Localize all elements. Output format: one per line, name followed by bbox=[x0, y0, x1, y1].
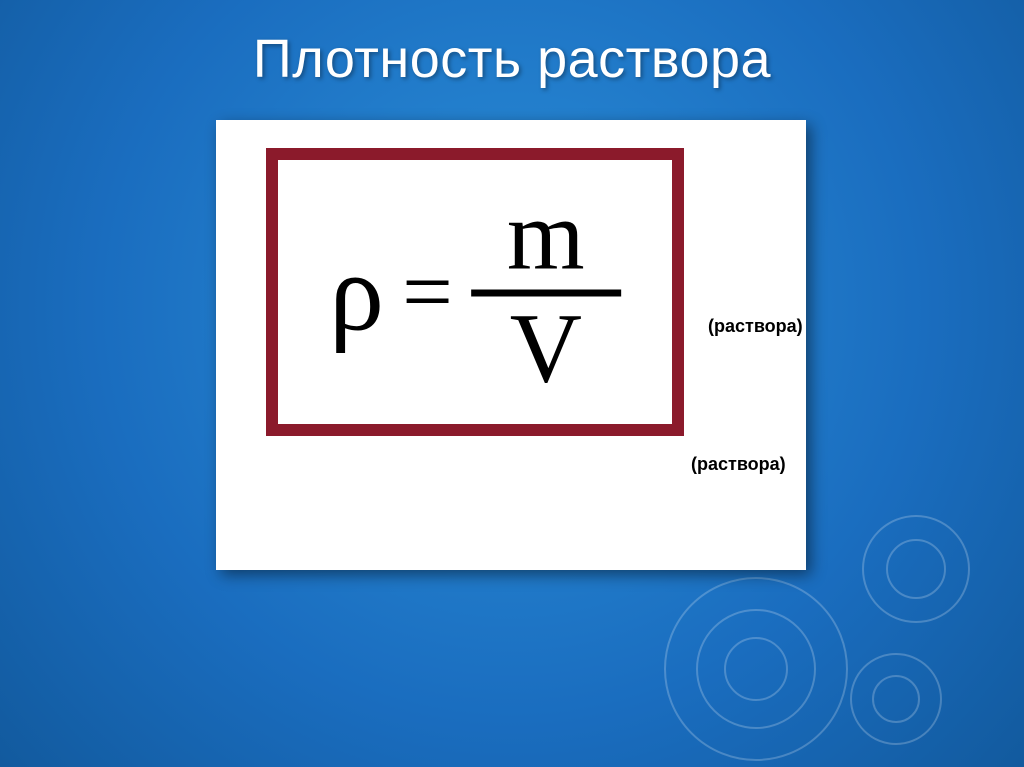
slide-title: Плотность раствора bbox=[0, 28, 1024, 90]
numerator-annotation: (раствора) bbox=[708, 316, 803, 337]
formula-frame: ρ = m V bbox=[266, 148, 684, 436]
numerator: m bbox=[497, 186, 595, 290]
denominator-annotation: (раствора) bbox=[691, 454, 786, 475]
ripple-circle bbox=[724, 637, 788, 701]
denominator: V bbox=[500, 297, 592, 399]
ripple-circle bbox=[886, 539, 946, 599]
symbol-rho: ρ bbox=[329, 237, 384, 347]
ripple-circle bbox=[664, 577, 848, 761]
density-formula: ρ = m V bbox=[329, 186, 621, 399]
slide: Плотность раствора ρ = m V (раствора) (р… bbox=[0, 0, 1024, 767]
fraction: m V bbox=[471, 186, 621, 399]
ripple-circle bbox=[850, 653, 942, 745]
symbol-equals: = bbox=[402, 247, 453, 337]
content-card: ρ = m V (раствора) (раствора) bbox=[216, 120, 806, 570]
ripple-circle bbox=[696, 609, 816, 729]
ripple-circle bbox=[872, 675, 920, 723]
ripple-circle bbox=[862, 515, 970, 623]
